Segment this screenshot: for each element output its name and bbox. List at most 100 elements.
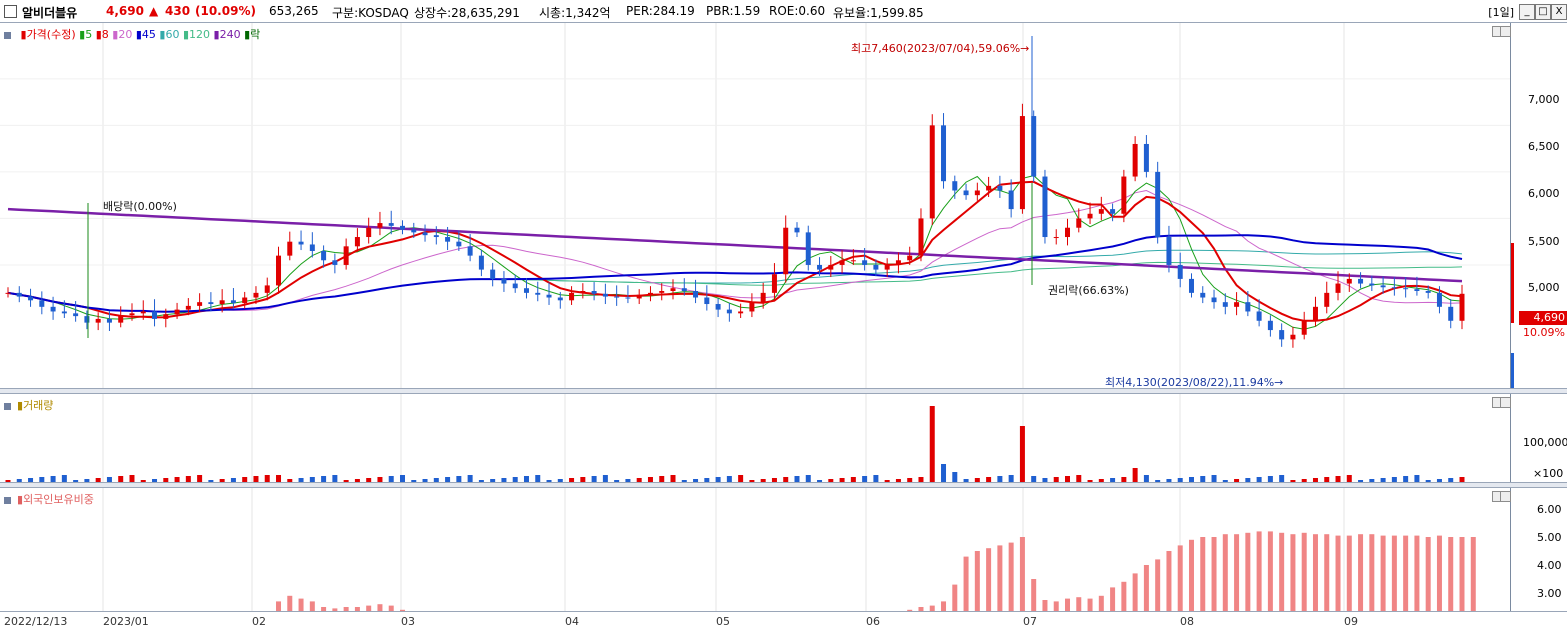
volume-bar [366, 478, 372, 482]
candle-body [377, 223, 383, 228]
candle-body [39, 300, 45, 307]
candle-body [197, 302, 203, 306]
close-button[interactable]: X [1551, 4, 1567, 20]
volume-bar [1459, 477, 1465, 482]
volume-bar [1267, 476, 1273, 482]
candle-body [1132, 143, 1138, 177]
volume-pane[interactable]: ▮거래량 [0, 394, 1511, 482]
candle-body [670, 288, 676, 291]
candle-body [828, 264, 834, 270]
foreign-ratio-bar [366, 605, 372, 611]
volume-bar [625, 479, 631, 482]
minimize-button[interactable]: _ [1519, 4, 1535, 20]
volume-bar [276, 475, 282, 482]
volume-bar [343, 480, 349, 482]
foreign-ratio-bar [1256, 531, 1262, 611]
candle-body [546, 294, 552, 298]
candle-body [1110, 209, 1116, 214]
volume-chart[interactable] [0, 394, 1510, 482]
volume-bar [839, 478, 845, 482]
current-pct: 10.09% [1523, 326, 1565, 339]
foreign-ratio-chart[interactable] [0, 488, 1510, 611]
candle-body [1425, 291, 1431, 293]
pane-separator[interactable] [0, 482, 1567, 488]
volume-bar [1222, 480, 1228, 482]
volume-bar [1358, 480, 1364, 482]
price-chart[interactable] [0, 23, 1510, 388]
foreign-ratio-bar [1222, 534, 1228, 611]
candle-body [602, 293, 608, 297]
foreign-ratio-bar [1335, 535, 1341, 611]
candle-body [794, 227, 800, 233]
volume-bar [1369, 479, 1375, 482]
candle-body [185, 305, 191, 310]
foreign-ratio-bar [276, 601, 282, 611]
candle-body [343, 246, 349, 265]
candle-body [918, 218, 924, 256]
foreign-ratio-bar [1211, 537, 1217, 611]
candle-body [1098, 209, 1104, 214]
volume-bar [321, 476, 327, 482]
volume-bar [895, 479, 901, 482]
maximize-button[interactable]: □ [1535, 4, 1551, 20]
foreign-ratio-bar [1324, 534, 1330, 611]
volume-bar [1065, 476, 1071, 482]
foreign-ratio-bar [1459, 537, 1465, 611]
volume-bar [535, 475, 541, 482]
foreign-ratio-bar [941, 601, 947, 611]
select-checkbox[interactable] [4, 5, 17, 18]
candle-body [1087, 213, 1093, 219]
volume-bar [1110, 478, 1116, 482]
pane-marker-icon [4, 31, 11, 39]
volume-bar [1188, 477, 1194, 482]
volume-bar [1008, 475, 1014, 482]
volume-bar [1245, 478, 1251, 482]
pane-close-icon[interactable] [1500, 397, 1511, 408]
candle-body [1211, 297, 1217, 303]
candle-body [5, 292, 11, 294]
candle-body [783, 227, 789, 275]
price-change: 430 [165, 4, 191, 18]
candle-body [140, 311, 146, 314]
volume-bar [140, 480, 146, 482]
candle-body [941, 125, 947, 182]
foreign-ratio-bar [974, 551, 980, 611]
candle-body [805, 232, 811, 265]
foreign-ratio-bar [1369, 534, 1375, 611]
volume-bar [1279, 475, 1285, 482]
price-range-bar [1511, 243, 1514, 323]
foreign-ratio-bar [1279, 532, 1285, 611]
volume-bar [546, 480, 552, 482]
price-pane[interactable]: ▮가격(수정) ▮5 ▮8 ▮20 ▮45 ▮60 ▮120 ▮240 ▮락 최… [0, 23, 1511, 389]
pane-separator[interactable] [0, 388, 1567, 394]
volume-bar [1403, 476, 1409, 482]
candle-body [1065, 227, 1071, 238]
market-type: 구분:KOSDAQ [332, 6, 409, 20]
candle-body [1008, 190, 1014, 210]
foreign-ratio-bar [298, 598, 304, 611]
candle-body [95, 318, 101, 323]
candle-body [118, 315, 124, 323]
volume-bar [39, 477, 45, 482]
pane-close-icon[interactable] [1500, 26, 1511, 37]
foreign-ratio-bar [1132, 573, 1138, 611]
candle-body [490, 269, 496, 279]
pane-close-icon[interactable] [1500, 491, 1511, 502]
volume-bar [817, 480, 823, 482]
volume-bar [388, 476, 394, 482]
volume-bar [174, 477, 180, 482]
volume-bar [445, 477, 451, 482]
period-label[interactable]: [1일] [1488, 6, 1514, 19]
candle-body [309, 244, 315, 251]
volume-bar [659, 476, 665, 482]
candle-body [467, 246, 473, 256]
volume-bar [1155, 480, 1161, 482]
volume-bar [1211, 475, 1217, 482]
date-label: 05 [716, 615, 730, 628]
candle-body [1324, 292, 1330, 307]
foreign-pane[interactable]: ▮외국인보유비중 [0, 488, 1511, 611]
candle-body [332, 260, 338, 265]
candle-body [647, 292, 653, 295]
candle-body [388, 223, 394, 226]
ma8-line [7, 180, 1463, 322]
